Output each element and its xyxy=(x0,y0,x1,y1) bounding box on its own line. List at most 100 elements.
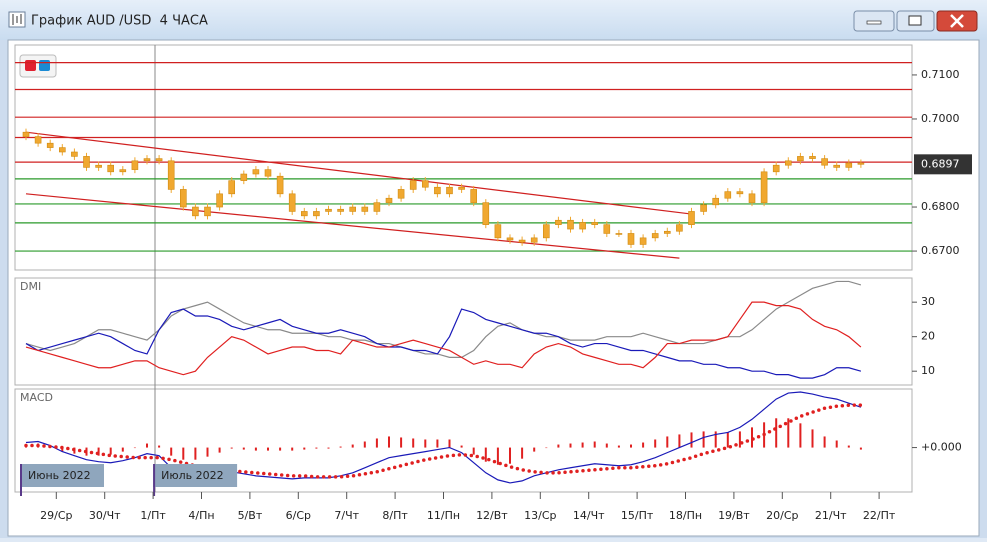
histogram-bar xyxy=(811,429,814,448)
y-tick-label: 0.7000 xyxy=(921,112,960,125)
x-tick-label: 29/Ср xyxy=(40,509,72,522)
close-button[interactable] xyxy=(936,10,978,32)
histogram-bar xyxy=(751,427,753,448)
y-tick-label: 0.6800 xyxy=(921,200,960,213)
candle-body xyxy=(373,202,381,212)
histogram-bar xyxy=(206,447,209,457)
histogram-bar xyxy=(133,447,136,449)
histogram-bar xyxy=(472,447,475,455)
histogram-bar xyxy=(230,447,233,449)
last-price-label: 0.6897 xyxy=(921,157,960,170)
histogram-bar xyxy=(61,447,64,452)
histogram-bar xyxy=(714,431,717,448)
histogram-bar xyxy=(690,432,693,448)
dmi-panel xyxy=(14,277,913,386)
candle-body xyxy=(736,191,744,195)
candle-body xyxy=(845,162,853,168)
candle-body xyxy=(167,160,175,190)
x-tick-label: 21/Чт xyxy=(815,509,847,522)
histogram-bar xyxy=(339,446,342,448)
candle-body xyxy=(809,156,816,159)
x-tick-label: 7/Чт xyxy=(334,509,359,522)
trend-line xyxy=(25,193,680,259)
candle-body xyxy=(313,211,320,217)
histogram-bar xyxy=(388,436,390,448)
candle-body xyxy=(349,206,357,212)
histogram-bar xyxy=(569,443,572,448)
series-line xyxy=(25,301,862,376)
histogram-bar xyxy=(182,447,185,460)
x-tick-label: 19/Вт xyxy=(718,509,750,522)
candle-body xyxy=(107,164,114,173)
histogram-bar xyxy=(738,431,741,448)
candle-body xyxy=(639,237,647,245)
candle-body xyxy=(651,233,659,239)
histogram-bar xyxy=(170,447,173,456)
candle-body xyxy=(482,202,490,225)
y-tick-label: +0.000 xyxy=(921,441,962,454)
histogram-bar xyxy=(460,445,463,448)
panel-title: DMI xyxy=(20,280,41,293)
candle-body xyxy=(470,189,478,203)
y-tick-label: 10 xyxy=(921,364,935,377)
histogram-bar xyxy=(509,447,511,464)
x-tick-label: 20/Ср xyxy=(766,509,798,522)
x-tick-label: 8/Пт xyxy=(382,509,408,522)
x-tick-label: 11/Пн xyxy=(427,509,460,522)
candle-body xyxy=(518,239,526,243)
histogram-bar xyxy=(158,445,161,448)
histogram-bar xyxy=(327,447,330,449)
histogram-bar xyxy=(121,447,124,452)
candle-body xyxy=(555,219,562,225)
candle-body xyxy=(192,206,199,217)
month-marker xyxy=(20,464,104,487)
candle-body xyxy=(724,191,732,199)
candle-body xyxy=(688,211,695,225)
histogram-bar xyxy=(617,445,620,448)
maximize-button[interactable] xyxy=(896,10,935,32)
x-tick-label: 5/Вт xyxy=(238,509,263,522)
histogram-bar xyxy=(799,423,802,448)
histogram-bar xyxy=(496,447,499,465)
candle-body xyxy=(458,186,465,190)
minimize-button[interactable] xyxy=(853,10,895,32)
trend-line xyxy=(25,131,692,215)
x-tick-label: 1/Пт xyxy=(140,509,166,522)
x-tick-label: 12/Вт xyxy=(476,509,508,522)
candle-body xyxy=(216,193,223,208)
histogram-bar xyxy=(291,447,294,451)
histogram-bar xyxy=(593,441,596,448)
candle-body xyxy=(252,169,260,175)
month-label: Июль 2022 xyxy=(161,469,224,482)
x-tick-label: 22/Пт xyxy=(863,509,896,522)
candle-body xyxy=(784,160,792,166)
candle-body xyxy=(95,164,102,168)
candle-body xyxy=(567,219,574,230)
histogram-bar xyxy=(678,434,681,448)
candle-body xyxy=(446,186,453,195)
histogram-bar xyxy=(109,447,112,455)
histogram-bar xyxy=(859,447,862,450)
candle-body xyxy=(131,160,139,170)
candle-body xyxy=(797,156,804,162)
month-marker xyxy=(153,464,238,487)
histogram-bar xyxy=(775,418,778,448)
histogram-bar xyxy=(412,438,415,448)
histogram-bar xyxy=(654,439,657,448)
x-tick-label: 14/Чт xyxy=(573,509,605,522)
app-icon xyxy=(8,11,26,28)
histogram-bar xyxy=(702,431,705,448)
histogram-bar xyxy=(642,442,645,448)
candle-body xyxy=(240,173,248,181)
histogram-bar xyxy=(605,443,608,448)
macd-panel xyxy=(14,388,913,493)
color-toggle[interactable] xyxy=(19,54,57,78)
candle-body xyxy=(603,224,611,234)
candle-body xyxy=(627,233,635,245)
candle-body xyxy=(385,197,393,203)
candle-body xyxy=(155,158,163,162)
histogram-bar xyxy=(254,447,257,451)
histogram-bar xyxy=(521,447,524,459)
candle-body xyxy=(397,189,405,199)
